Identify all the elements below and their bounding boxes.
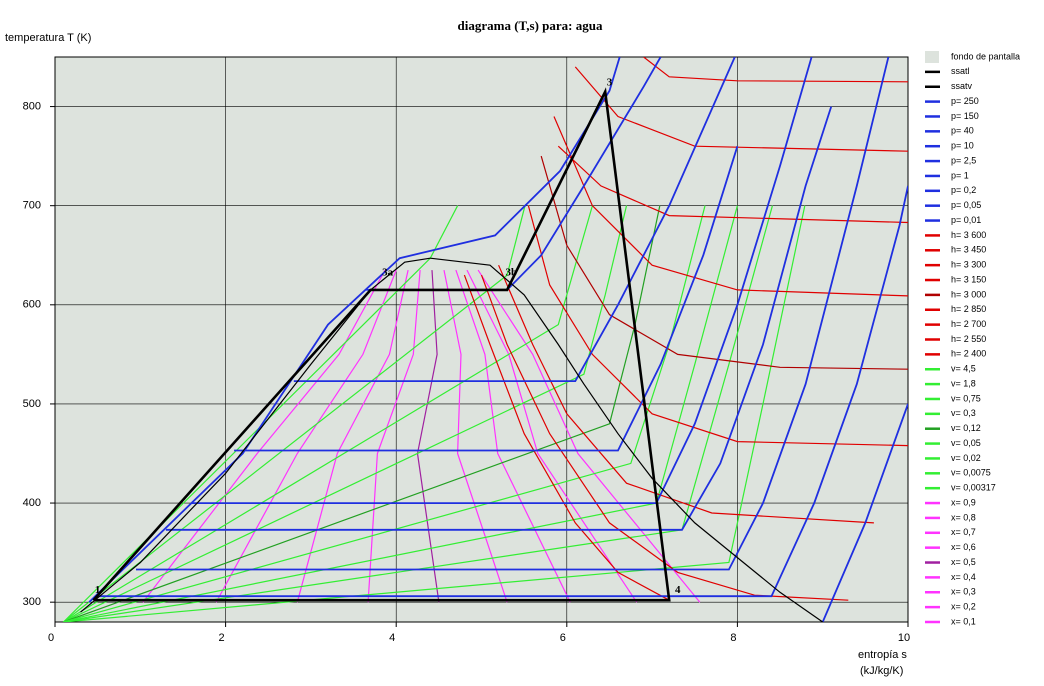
y-tick-label: 700 — [23, 200, 41, 212]
legend-label: h= 2 550 — [951, 334, 986, 344]
curve — [477, 269, 701, 603]
y-tick-label: 400 — [23, 497, 41, 509]
curve — [88, 57, 621, 603]
legend-label: v= 0,3 — [951, 408, 976, 418]
x-tick-label: 4 — [389, 632, 395, 644]
x-axis-unit: (kJ/kg/K) — [860, 665, 903, 677]
curve — [443, 269, 508, 603]
annotation: 1 — [95, 584, 101, 596]
x-axis-label: entropía s — [858, 649, 907, 661]
curve — [136, 57, 890, 571]
legend-label: x= 0,6 — [951, 542, 976, 552]
curve — [463, 274, 670, 601]
curve — [63, 205, 738, 622]
annotation: 3b — [506, 267, 518, 279]
curve — [296, 269, 409, 603]
legend-label: x= 0,7 — [951, 527, 976, 537]
legend-label: h= 2 850 — [951, 304, 986, 314]
legend-label: h= 3 300 — [951, 260, 986, 270]
legend-label: ssatv — [951, 81, 973, 91]
legend-label: v= 1,8 — [951, 378, 976, 388]
curve — [498, 264, 874, 524]
curve — [234, 145, 739, 452]
annotation: 3a — [382, 267, 394, 279]
legend-label: v= 0,75 — [951, 393, 981, 403]
legend-label: h= 3 600 — [951, 230, 986, 240]
y-tick-label: 600 — [23, 299, 41, 311]
curve — [574, 66, 908, 152]
legend-label: p= 2,5 — [951, 155, 976, 165]
curve — [97, 185, 908, 598]
annotation: 3 — [607, 76, 613, 88]
legend-label: p= 0,05 — [951, 200, 981, 210]
curve — [430, 257, 824, 622]
curve — [165, 106, 833, 531]
curve — [466, 269, 638, 603]
y-tick-label: 300 — [23, 596, 41, 608]
legend-label: h= 3 150 — [951, 274, 986, 284]
legend-swatch — [925, 51, 939, 63]
curve — [527, 205, 908, 447]
y-tick-label: 500 — [23, 398, 41, 410]
legend-label: ssatl — [951, 66, 970, 76]
y-axis-label: temperatura T (K) — [5, 32, 91, 44]
legend-label: x= 0,4 — [951, 572, 976, 582]
chart-title: diagrama (T,s) para: agua — [458, 18, 603, 33]
curve — [540, 155, 908, 370]
curve — [63, 205, 773, 622]
plot-background — [54, 56, 909, 623]
legend-label: p= 150 — [951, 111, 979, 121]
curve — [480, 274, 849, 601]
legend-label: x= 0,5 — [951, 557, 976, 567]
curve — [293, 57, 736, 382]
y-tick-label: 800 — [23, 100, 41, 112]
legend-label: v= 0,12 — [951, 423, 981, 433]
annotation: 4 — [675, 584, 681, 596]
curve — [191, 57, 813, 504]
curve — [553, 116, 908, 297]
curve — [557, 145, 908, 224]
legend-label: x= 0,3 — [951, 587, 976, 597]
x-tick-label: 8 — [730, 632, 736, 644]
curve — [643, 57, 908, 83]
legend-label: p= 40 — [951, 126, 974, 136]
curve — [80, 257, 431, 613]
curve — [63, 205, 526, 622]
legend-label: p= 1 — [951, 170, 969, 180]
curve — [142, 269, 386, 603]
legend-label: x= 0,1 — [951, 616, 976, 626]
legend-label: h= 3 000 — [951, 289, 986, 299]
curve — [215, 269, 397, 603]
curve — [92, 87, 671, 602]
legend-label: x= 0,2 — [951, 602, 976, 612]
legend-label: p= 0,2 — [951, 185, 976, 195]
legend-label: p= 250 — [951, 96, 979, 106]
legend-label: h= 2 400 — [951, 349, 986, 359]
x-tick-label: 6 — [560, 632, 566, 644]
curve — [821, 403, 908, 622]
legend-label: p= 10 — [951, 141, 974, 151]
legend-label: x= 0,8 — [951, 512, 976, 522]
curve — [63, 205, 628, 622]
legend-label: v= 0,00317 — [951, 483, 996, 493]
legend-label: v= 0,05 — [951, 438, 981, 448]
legend-label: h= 3 450 — [951, 245, 986, 255]
curve — [367, 270, 421, 603]
legend-label: v= 0,02 — [951, 453, 981, 463]
x-tick-label: 0 — [48, 632, 54, 644]
curve — [63, 205, 806, 622]
legend-label: h= 2 700 — [951, 319, 986, 329]
legend-label: v= 4,5 — [951, 364, 976, 374]
legend-label: fondo de pantalla — [951, 51, 1020, 61]
x-tick-label: 10 — [898, 632, 910, 644]
x-tick-label: 2 — [219, 632, 225, 644]
legend-label: v= 0,0075 — [951, 468, 991, 478]
curve — [63, 205, 661, 622]
legend-label: x= 0,9 — [951, 497, 976, 507]
curve — [63, 205, 593, 622]
legend-label: p= 0,01 — [951, 215, 981, 225]
